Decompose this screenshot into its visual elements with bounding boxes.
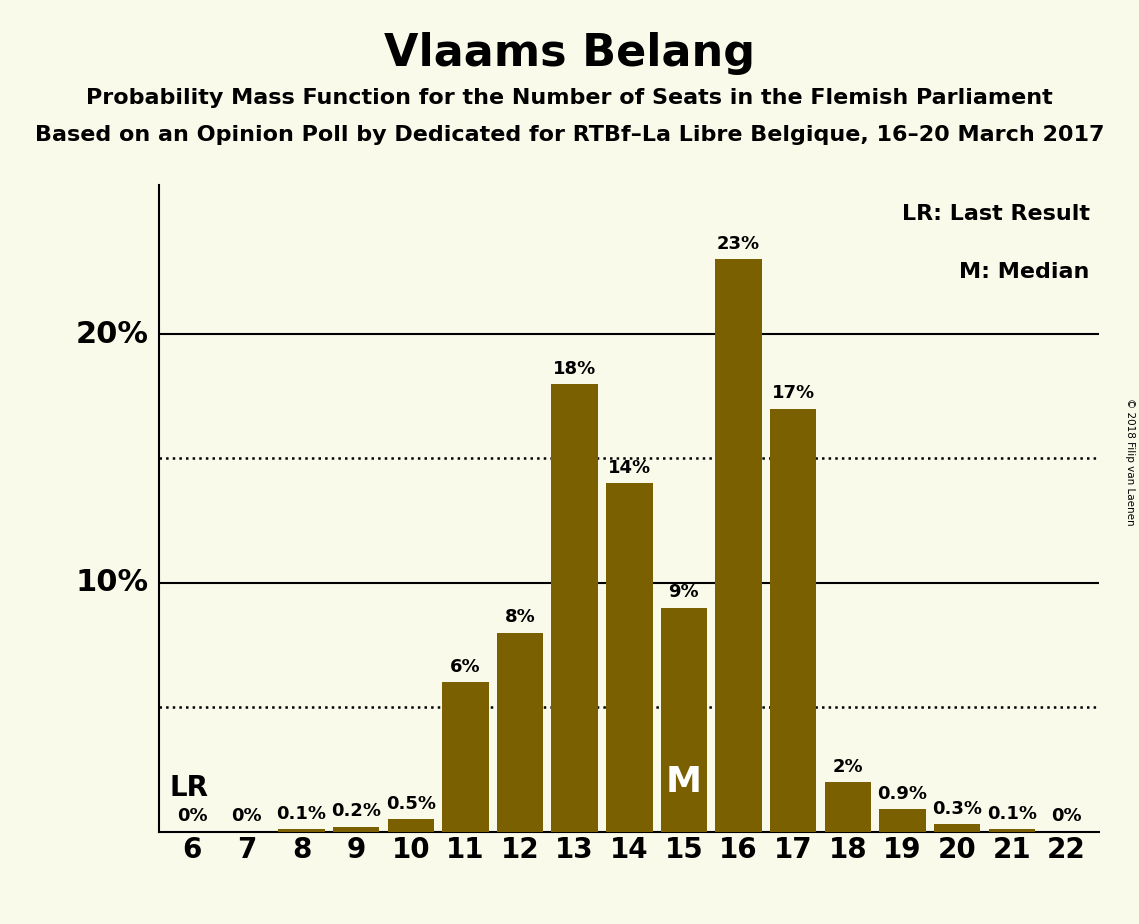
Text: 20%: 20%: [75, 320, 148, 348]
Text: LR: Last Result: LR: Last Result: [902, 204, 1090, 225]
Text: M: M: [666, 765, 702, 799]
Text: 0%: 0%: [231, 808, 262, 825]
Text: 8%: 8%: [505, 608, 535, 626]
Bar: [934, 824, 981, 832]
Text: Based on an Opinion Poll by Dedicated for RTBf–La Libre Belgique, 16–20 March 20: Based on an Opinion Poll by Dedicated fo…: [35, 125, 1104, 145]
Text: 9%: 9%: [669, 583, 699, 602]
Bar: [497, 633, 543, 832]
Text: 18%: 18%: [554, 359, 597, 378]
Bar: [715, 260, 762, 832]
Text: 23%: 23%: [716, 236, 760, 253]
Text: © 2018 Filip van Laenen: © 2018 Filip van Laenen: [1125, 398, 1134, 526]
Text: 0.2%: 0.2%: [331, 802, 382, 821]
Bar: [825, 782, 871, 832]
Text: 10%: 10%: [75, 568, 148, 597]
Text: 14%: 14%: [608, 459, 650, 477]
Text: M: Median: M: Median: [959, 262, 1090, 283]
Text: 0.3%: 0.3%: [932, 800, 982, 818]
Bar: [606, 483, 653, 832]
Text: 0.5%: 0.5%: [386, 795, 436, 813]
Text: 0.1%: 0.1%: [986, 805, 1036, 823]
Text: 2%: 2%: [833, 758, 863, 775]
Text: 17%: 17%: [771, 384, 814, 403]
Text: 0%: 0%: [1051, 808, 1082, 825]
Text: 0.9%: 0.9%: [877, 785, 927, 803]
Text: Probability Mass Function for the Number of Seats in the Flemish Parliament: Probability Mass Function for the Number…: [87, 88, 1052, 108]
Bar: [333, 827, 379, 832]
Text: LR: LR: [170, 773, 208, 802]
Text: Vlaams Belang: Vlaams Belang: [384, 32, 755, 76]
Bar: [770, 408, 817, 832]
Bar: [989, 829, 1035, 832]
Bar: [661, 608, 707, 832]
Text: 0%: 0%: [177, 808, 207, 825]
Text: 6%: 6%: [450, 658, 481, 676]
Bar: [387, 820, 434, 832]
Bar: [879, 809, 926, 832]
Bar: [278, 829, 325, 832]
Bar: [551, 383, 598, 832]
Text: 0.1%: 0.1%: [277, 805, 327, 823]
Bar: [442, 682, 489, 832]
